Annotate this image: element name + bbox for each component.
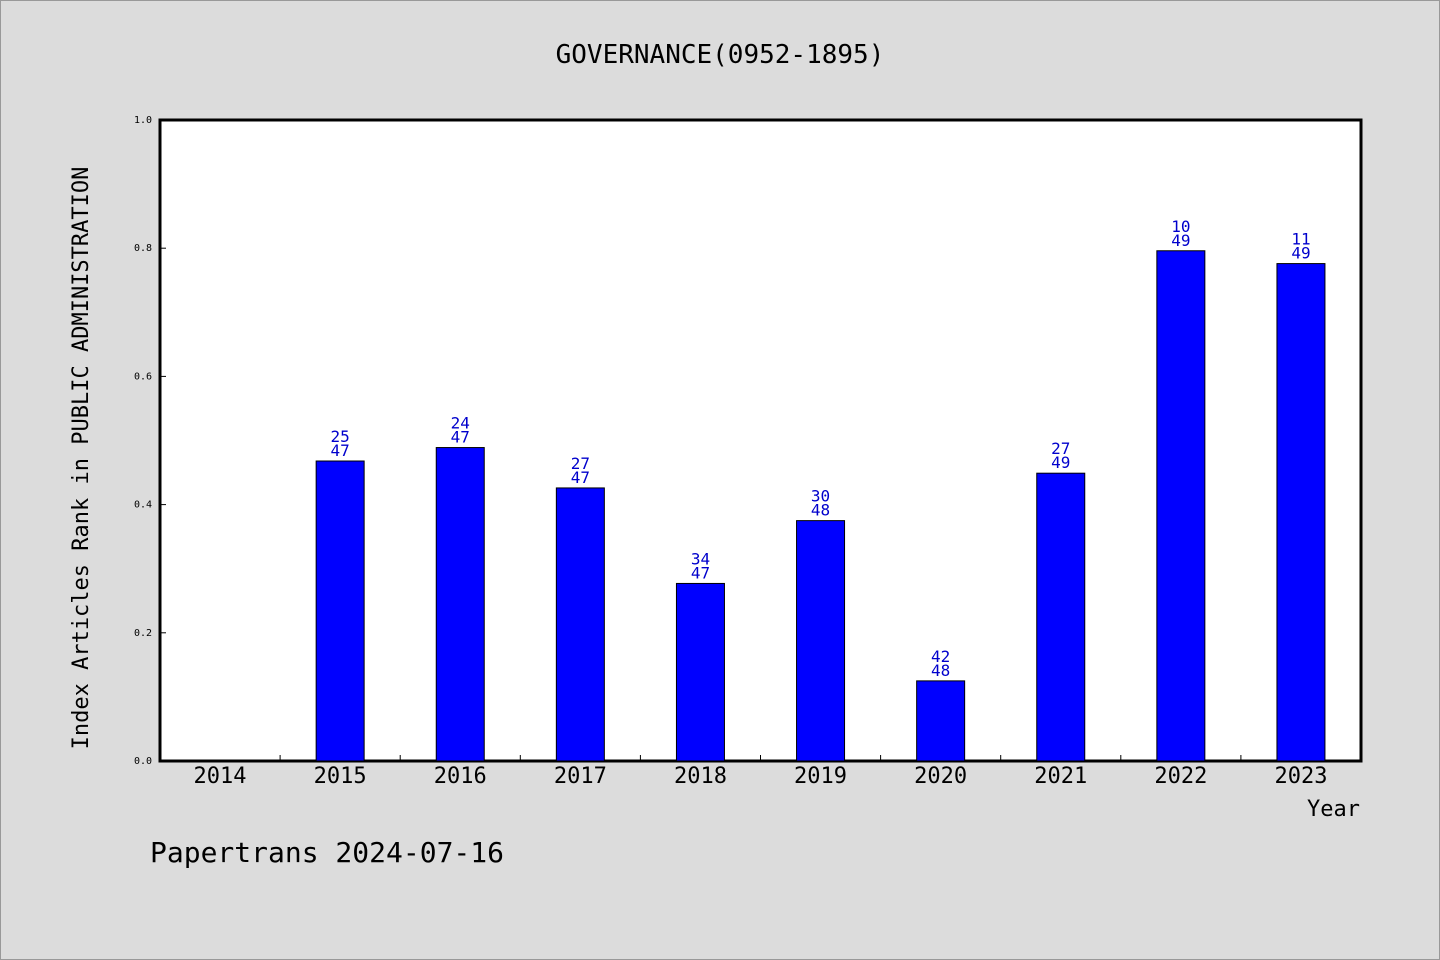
x-tick-label: 2015 bbox=[314, 764, 367, 789]
bar-label-rank: 25 bbox=[331, 427, 350, 446]
y-tick-label: 0.2 bbox=[134, 628, 152, 639]
y-axis-label: Index Articles Rank in PUBLIC ADMINISTRA… bbox=[69, 167, 94, 750]
bar-2017 bbox=[555, 487, 605, 762]
chart-title: GOVERNANCE(0952-1895) bbox=[556, 40, 885, 70]
bar-label-total: 47 bbox=[691, 563, 710, 582]
bar-label-total: 49 bbox=[1171, 231, 1190, 250]
x-tick-label: 2018 bbox=[674, 764, 727, 789]
y-tick-label: 0.0 bbox=[134, 756, 152, 767]
x-tick-label: 2023 bbox=[1274, 764, 1327, 789]
bar-label-rank: 27 bbox=[571, 454, 590, 473]
bar-label-total: 47 bbox=[331, 441, 350, 460]
bar-label-rank: 24 bbox=[451, 414, 470, 433]
bar-2018 bbox=[675, 582, 725, 762]
y-tick-label: 0.8 bbox=[134, 243, 152, 254]
bar-2015 bbox=[315, 460, 365, 762]
x-tick-label: 2019 bbox=[794, 764, 847, 789]
footer-text: Papertrans 2024-07-16 bbox=[150, 836, 504, 869]
x-axis: 2014 2015 2016 2017 2018 2019 2020 2021 2022 2023 bbox=[194, 755, 1327, 789]
bar-2020 bbox=[916, 680, 966, 762]
bar-2023 bbox=[1276, 263, 1326, 762]
bar-2016 bbox=[435, 447, 485, 762]
bar-2021 bbox=[1036, 472, 1086, 762]
bar-2019 bbox=[796, 520, 846, 762]
x-tick-label: 2017 bbox=[554, 764, 607, 789]
bar-label-total: 48 bbox=[811, 501, 830, 520]
y-axis: 0.0 0.2 0.4 0.6 0.8 1.0 bbox=[134, 115, 166, 767]
y-tick-label: 0.6 bbox=[134, 371, 152, 382]
x-tick-label: 2022 bbox=[1154, 764, 1207, 789]
bar-label-rank: 42 bbox=[931, 647, 950, 666]
bar-label-rank: 10 bbox=[1171, 217, 1190, 236]
bar-label-rank: 11 bbox=[1291, 230, 1310, 249]
bars bbox=[315, 250, 1326, 762]
x-tick-label: 2014 bbox=[194, 764, 247, 789]
bar-label-rank: 27 bbox=[1051, 439, 1070, 458]
bar-label-total: 47 bbox=[451, 428, 470, 447]
bar-label-total: 48 bbox=[931, 661, 950, 680]
x-tick-label: 2020 bbox=[914, 764, 967, 789]
y-tick-label: 0.4 bbox=[134, 500, 152, 511]
bar-label-total: 49 bbox=[1051, 453, 1070, 472]
bar-label-rank: 30 bbox=[811, 487, 830, 506]
bar-label-rank: 34 bbox=[691, 549, 710, 568]
bar-label-total: 49 bbox=[1291, 244, 1310, 263]
x-tick-label: 2016 bbox=[434, 764, 487, 789]
bar-2022 bbox=[1156, 250, 1206, 762]
bar-label-total: 47 bbox=[571, 468, 590, 487]
x-axis-label: Year bbox=[1307, 797, 1360, 822]
y-tick-label: 1.0 bbox=[134, 115, 152, 126]
x-tick-label: 2021 bbox=[1034, 764, 1087, 789]
